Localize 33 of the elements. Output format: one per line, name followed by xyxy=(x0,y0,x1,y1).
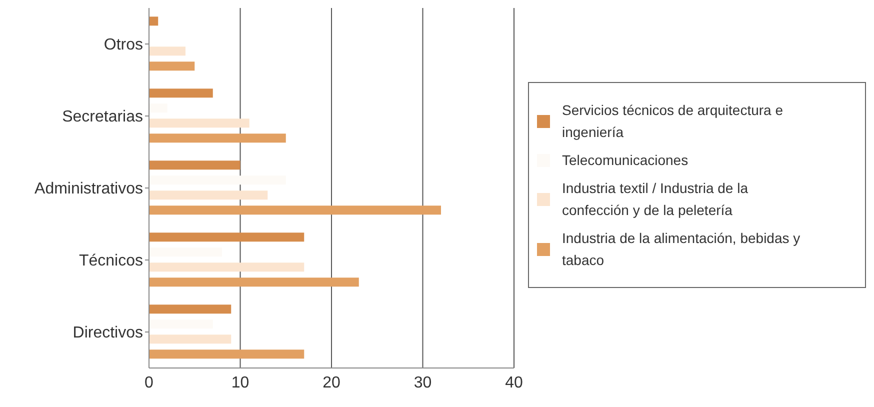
bar xyxy=(149,160,240,170)
bar xyxy=(149,46,186,56)
bar xyxy=(149,262,304,272)
bar xyxy=(149,206,441,215)
x-tick-label: 30 xyxy=(414,374,432,392)
x-tick-label: 0 xyxy=(144,374,154,392)
legend-label: Servicios técnicos de arquitectura e ingeniería xyxy=(562,101,784,142)
x-tick-label: 10 xyxy=(231,374,250,392)
bar xyxy=(149,62,195,71)
y-tick-label: Secretarias xyxy=(62,108,143,126)
bar xyxy=(149,16,158,26)
x-tick-label: 40 xyxy=(505,374,523,392)
bar xyxy=(149,104,168,113)
legend-label: Industria textil / Industria de la confección y de la peletería xyxy=(562,179,749,220)
bar xyxy=(149,232,304,242)
bar xyxy=(149,304,232,314)
legend-label: Telecomunicaciones xyxy=(562,151,690,170)
bar xyxy=(149,320,213,329)
bar xyxy=(149,350,304,359)
bar xyxy=(149,248,222,257)
bar xyxy=(149,278,359,287)
bar xyxy=(149,176,286,185)
bar xyxy=(149,134,286,143)
legend-label: Industria de la alimentación, bebidas y tabaco xyxy=(562,229,802,270)
bar xyxy=(149,190,268,200)
x-tick-label: 20 xyxy=(322,374,340,392)
y-tick-label: Administrativos xyxy=(34,180,143,198)
y-tick-label: Directivos xyxy=(72,324,143,342)
bar xyxy=(149,118,250,128)
bar xyxy=(149,334,232,344)
y-tick-label: Técnicos xyxy=(78,252,143,270)
bar xyxy=(149,88,213,98)
y-tick-label: Otros xyxy=(104,36,143,54)
